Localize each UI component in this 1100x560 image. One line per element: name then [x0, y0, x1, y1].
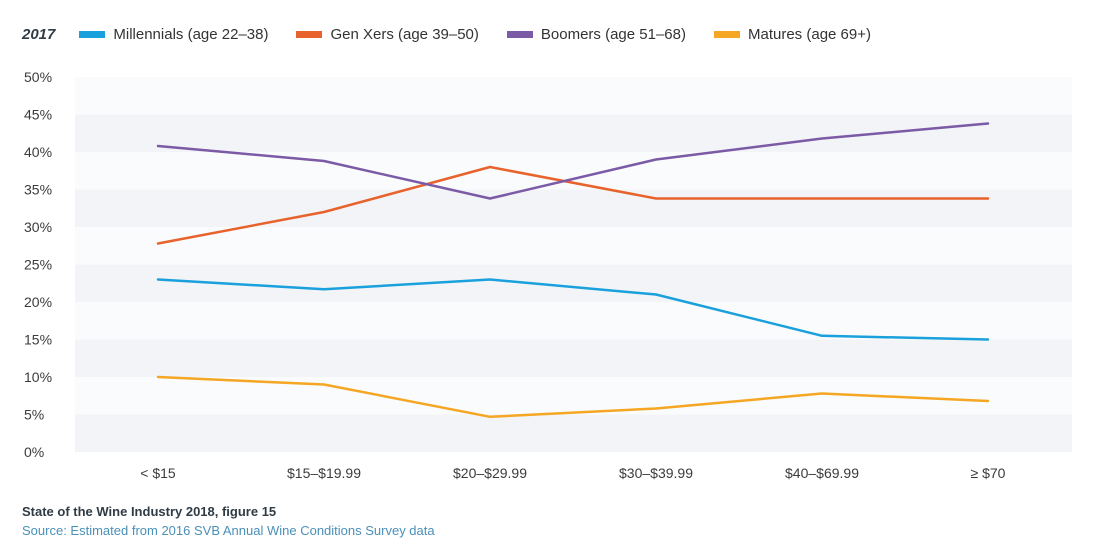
x-tick-label: ≥ $70 [971, 465, 1006, 481]
band-6 [75, 189, 1072, 227]
series-line-millennials [156, 278, 990, 341]
series-lines [156, 122, 990, 419]
y-axis: 0% 5% 10% 15% 20% 25% 30% 35% 40% 45% 50% [24, 69, 52, 460]
y-tick-label: 15% [24, 332, 52, 348]
legend-label-boomers: Boomers (age 51–68) [540, 25, 686, 43]
band-2 [75, 339, 1072, 377]
legend-year: 2017 [22, 25, 56, 43]
y-tick-label: 35% [24, 182, 52, 198]
legend-item-boomers: Boomers (age 51–68) [506, 25, 686, 43]
legend-item-matures: Matures (age 69+) [714, 26, 871, 43]
x-tick-label: $40–$69.99 [785, 465, 859, 481]
x-tick-label: < $15 [140, 465, 176, 481]
legend-label-matures: Matures (age 69+) [748, 25, 871, 43]
source-note: Source: Estimated from 2016 SVB Annual W… [22, 523, 435, 538]
legend-item-millennials: Millennials (age 22–38) [79, 26, 268, 43]
x-axis: < $15 $15–$19.99 $20–$29.99 $30–$39.99 $40–$… [140, 465, 1005, 481]
background-bands [75, 77, 1072, 452]
legend-swatch-matures [714, 30, 740, 38]
y-tick-label: 45% [24, 107, 52, 123]
y-tick-label: 0% [24, 444, 44, 460]
band-1 [75, 377, 1072, 415]
legend-swatch-millennials [79, 30, 106, 38]
legend-swatch-boomers [506, 30, 533, 38]
y-tick-label: 10% [24, 369, 52, 385]
y-tick-label: 5% [24, 407, 44, 423]
band-9 [75, 77, 1072, 115]
band-5 [75, 227, 1072, 265]
line-chart: 0% 5% 10% 15% 20% 25% 30% 35% 40% 45% 50% < $15 $15… [24, 69, 1072, 481]
legend-label-millennials: Millennials (age 22–38) [113, 25, 269, 43]
band-0 [75, 414, 1072, 452]
y-tick-label: 50% [24, 69, 52, 85]
legend-swatch-gen-xers [296, 30, 323, 38]
series-line-matures [156, 375, 990, 419]
legend-label-gen-xers: Gen Xers (age 39–50) [330, 25, 479, 43]
chart-legend: 2017 Millennials (age 22–38) Gen Xers (a… [22, 22, 899, 46]
legend-item-gen-xers: Gen Xers (age 39–50) [296, 25, 479, 43]
band-8 [75, 114, 1072, 152]
series-line-gen-xers [156, 165, 990, 245]
band-3 [75, 302, 1072, 340]
x-tick-label: $20–$29.99 [453, 465, 527, 481]
x-tick-label: $30–$39.99 [619, 465, 693, 481]
y-tick-label: 30% [24, 219, 52, 235]
y-tick-label: 20% [24, 294, 52, 310]
chart-footer: State of the Wine Industry 2018, figure … [22, 504, 435, 538]
x-tick-label: $15–$19.99 [287, 465, 361, 481]
y-tick-label: 25% [24, 257, 52, 273]
y-tick-label: 40% [24, 144, 52, 160]
series-line-boomers [156, 122, 990, 200]
figure-caption: State of the Wine Industry 2018, figure … [22, 504, 277, 519]
